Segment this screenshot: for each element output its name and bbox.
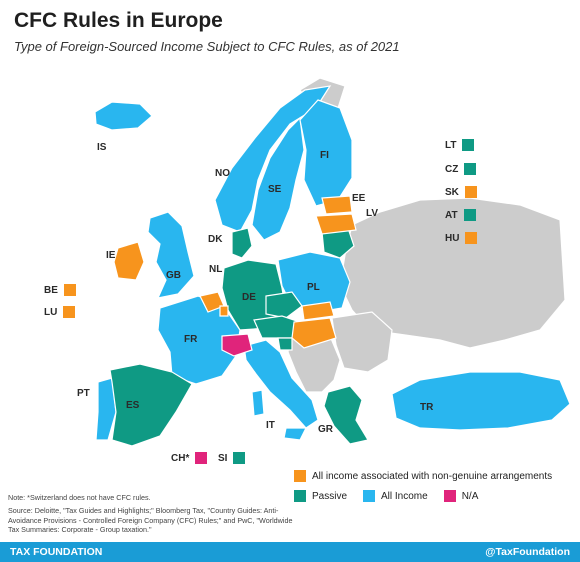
footer-bar: TAX FOUNDATION @TaxFoundation (0, 542, 580, 562)
label-nl: NL (209, 264, 223, 275)
side-label-ch: CH* (171, 452, 208, 464)
map-legend: All income associated with non-genuine a… (294, 470, 574, 510)
country-switzerland (221, 333, 253, 357)
country-ireland (113, 241, 145, 281)
source-text: Source: Deloitte, "Tax Guides and Highli… (8, 506, 293, 535)
label-se: SE (268, 184, 282, 195)
country-slovakia (301, 301, 335, 321)
side-label-sk-text: SK (445, 186, 459, 198)
swatch-passive (463, 209, 476, 221)
side-label-lt: LT (445, 139, 475, 151)
country-gb (147, 211, 195, 299)
country-italy (243, 339, 319, 429)
footer-brand: TAX FOUNDATION (10, 546, 103, 558)
map-title: CFC Rules in Europe (14, 9, 223, 32)
source-note: Note: *Switzerland does not have CFC rul… (8, 493, 298, 534)
country-sicily (283, 427, 307, 441)
country-greece (323, 385, 369, 445)
legend-label-all-income: All Income (381, 490, 428, 502)
label-gr: GR (318, 424, 333, 435)
country-finland (299, 99, 353, 207)
label-pt: PT (77, 388, 90, 399)
legend-swatch-non-genuine (294, 470, 306, 482)
swatch-non-genuine (465, 232, 478, 244)
side-label-si-text: SI (218, 452, 228, 464)
country-sardinia (251, 389, 265, 417)
label-dk: DK (208, 234, 223, 245)
footer-handle: @TaxFoundation (485, 546, 570, 558)
legend-swatch-passive (294, 490, 306, 502)
label-es: ES (126, 400, 140, 411)
side-label-at: AT (445, 209, 476, 221)
country-slovenia (277, 337, 293, 351)
country-denmark (231, 227, 253, 259)
country-estonia (321, 195, 353, 215)
side-label-ch-text: CH* (171, 452, 190, 464)
side-label-hu-text: HU (445, 232, 460, 244)
legend-item-all-income: All Income (363, 490, 428, 502)
label-ie: IE (106, 250, 116, 261)
legend-item-passive: Passive (294, 490, 347, 502)
side-label-lu: LU (44, 306, 76, 318)
legend-swatch-all-income (363, 490, 376, 502)
country-iceland (94, 101, 153, 131)
country-spain (109, 363, 193, 447)
label-is: IS (97, 142, 107, 153)
side-label-sk: SK (445, 186, 477, 198)
label-pl: PL (307, 282, 320, 293)
label-de: DE (242, 292, 256, 303)
label-gb: GB (166, 270, 181, 281)
label-fr: FR (184, 334, 198, 345)
country-turkey (391, 371, 571, 431)
country-romania-bulgaria (331, 311, 393, 373)
side-label-be-text: BE (44, 284, 58, 296)
europe-map (94, 77, 571, 447)
legend-row-types: Passive All Income N/A (294, 490, 574, 502)
country-hungary (291, 317, 337, 349)
side-label-hu: HU (445, 232, 478, 244)
legend-label-passive: Passive (312, 490, 348, 502)
swatch-non-genuine (464, 186, 477, 198)
side-label-cz-text: CZ (445, 163, 459, 175)
legend-label-na: N/A (461, 490, 479, 502)
note-text: Note: *Switzerland does not have CFC rul… (8, 493, 151, 502)
legend-item-na: N/A (443, 490, 479, 502)
label-lv: LV (366, 208, 379, 219)
label-tr: TR (420, 402, 434, 413)
map-subtitle: Type of Foreign-Sourced Income Subject t… (14, 39, 400, 54)
label-fi: FI (320, 150, 329, 161)
side-label-be: BE (44, 284, 76, 296)
country-latvia (315, 213, 357, 235)
swatch-passive (233, 452, 246, 464)
side-label-lt-text: LT (445, 139, 457, 151)
swatch-na (195, 452, 208, 464)
country-czech (265, 291, 303, 319)
country-luxembourg (219, 305, 229, 317)
side-label-si: SI (218, 452, 246, 464)
swatch-passive (462, 139, 475, 151)
label-ee: EE (352, 193, 366, 204)
label-it: IT (266, 420, 275, 431)
legend-swatch-na (443, 490, 456, 502)
legend-row-non-genuine: All income associated with non-genuine a… (294, 470, 574, 482)
swatch-passive (464, 163, 477, 175)
swatch-non-genuine (63, 306, 76, 318)
legend-label-non-genuine: All income associated with non-genuine a… (312, 470, 553, 482)
country-norway (214, 85, 332, 233)
side-label-at-text: AT (445, 209, 458, 221)
side-label-lu-text: LU (44, 306, 58, 318)
swatch-non-genuine (63, 284, 76, 296)
label-no: NO (215, 168, 230, 179)
country-russia-belarus-ukraine (339, 197, 566, 349)
country-sweden (251, 116, 305, 241)
side-label-cz: CZ (445, 163, 477, 175)
